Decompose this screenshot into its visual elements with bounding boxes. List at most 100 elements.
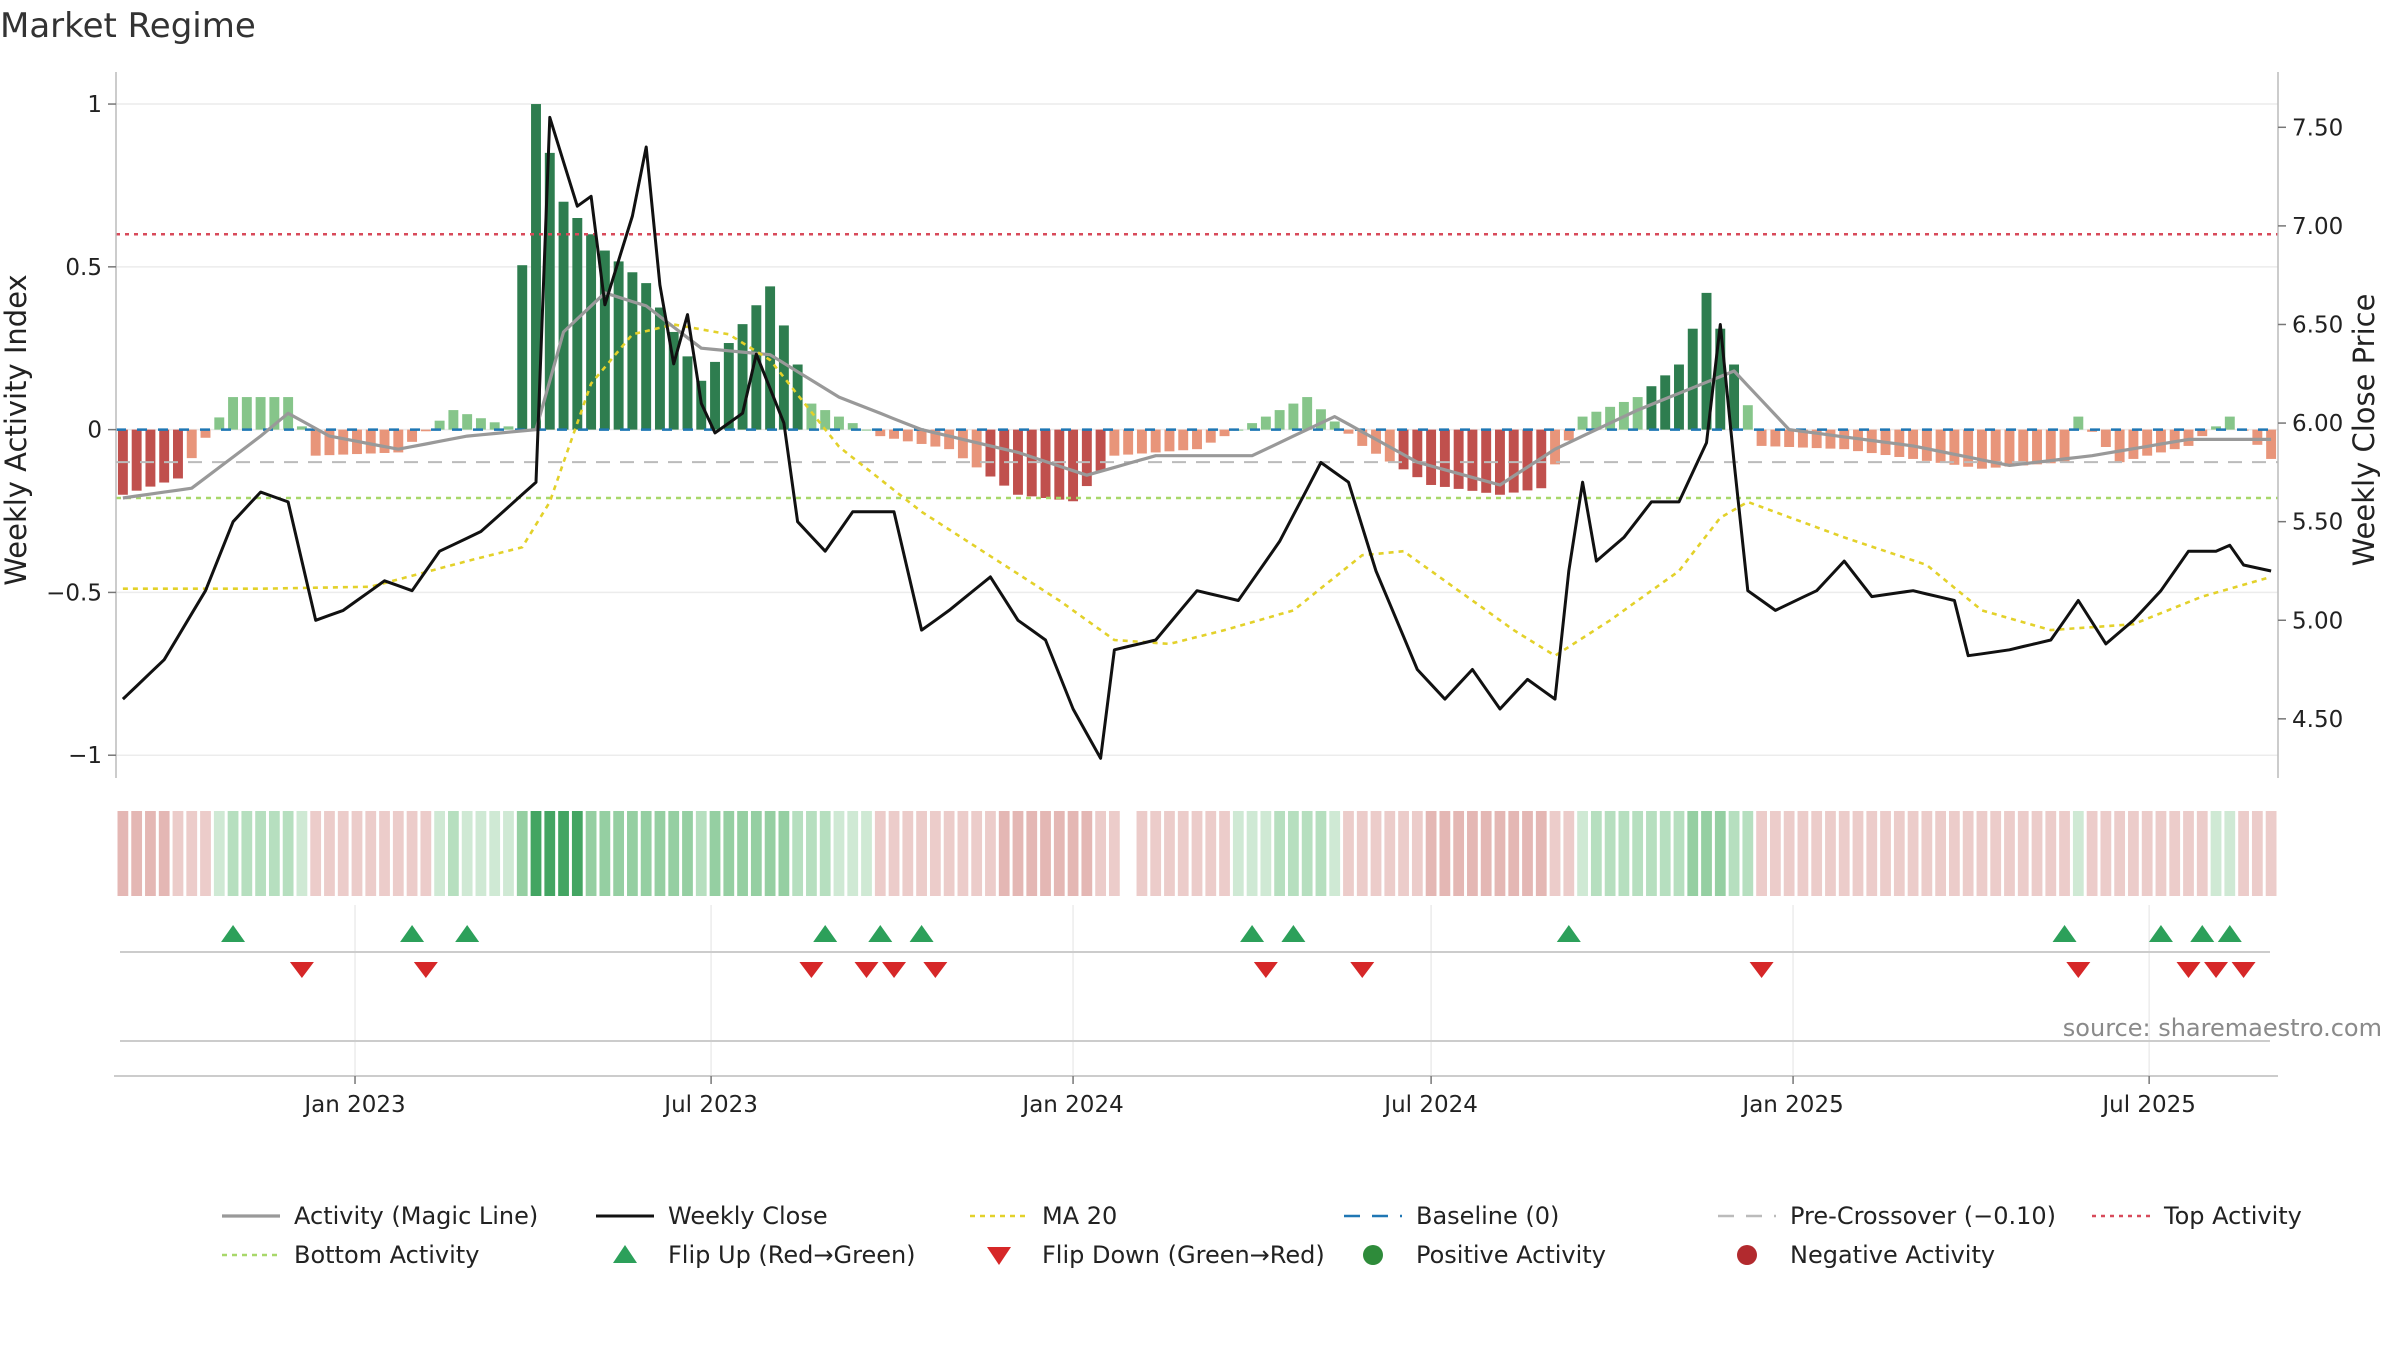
flip-down-marker [2204,962,2229,978]
reference-lines [116,233,2278,500]
regime-cell [1907,811,1919,896]
regime-cell [750,811,762,896]
regime-cell [1852,811,1864,896]
activity-bar [1343,429,1354,434]
regime-cell [1164,811,1175,896]
activity-bar [1205,429,1216,443]
right-tick-label: 4.50 [2292,707,2343,733]
regime-cell [1288,811,1299,896]
regime-cell [792,811,804,896]
regime-cell [117,811,129,896]
legend-swatch [987,1247,1011,1265]
activity-bar [957,429,968,459]
activity-bar [1632,397,1643,430]
activity-bar [296,426,307,430]
regime-cell [1343,811,1354,896]
activity-bar [2045,429,2056,464]
regime-cell [1714,811,1726,896]
regime-cell [819,811,831,896]
regime-cell [1467,811,1478,896]
activity-bar [1701,292,1712,430]
activity-bar [1825,429,1836,449]
activity-bar [1178,429,1189,451]
activity-bar [1109,429,1120,456]
regime-cell [1026,811,1038,896]
regime-cell [2045,811,2057,896]
right-tick-label: 6.50 [2292,312,2343,338]
activity-bar [407,429,418,442]
regime-cell [1549,811,1561,896]
activity-bar [1123,429,1134,455]
regime-cell [640,811,652,896]
regime-cell [434,811,445,896]
regime-cell [613,811,625,896]
regime-cell [255,811,266,896]
regime-cell [1260,811,1272,896]
legend-label: Weekly Close [668,1202,828,1230]
regime-cell [998,811,1010,896]
activity-bar [1742,405,1753,430]
activity-bar [1467,429,1478,491]
activity-bar [847,423,858,430]
regime-cell [2100,811,2112,896]
regime-cell [503,811,514,896]
date-tick-label: Jul 2023 [662,1092,758,1118]
activity-bar [228,397,239,430]
activity-bar [1040,429,1051,498]
flip-down-marker [854,962,879,978]
flip-down-marker [923,962,948,978]
activity-bar [1908,429,1919,459]
activity-bar [420,429,431,432]
series-lines [121,115,2272,760]
regime-cell [695,811,707,896]
regime-cell [1108,811,1120,896]
regime-cell [1356,811,1368,896]
activity-bar [517,265,528,430]
left-tick-label: −1 [68,743,102,769]
regime-cell [668,811,680,896]
flip-down-marker [2176,962,2201,978]
activity-bar [1136,429,1147,454]
activity-bar [2183,429,2194,446]
regime-cell [282,811,294,896]
regime-cell [1012,811,1024,896]
flip-up-marker [868,925,893,942]
regime-cell [971,811,983,896]
legend-item-top: Top Activity [2092,1202,2302,1230]
activity-bar [1811,429,1822,449]
activity-bar [503,426,514,430]
activity-bar [214,417,225,430]
legend-swatch [613,1245,637,1263]
activity-bar [255,397,266,430]
activity-bar [1935,429,1946,463]
activity-bar [2266,429,2277,459]
activity-bar [393,429,404,453]
flip-up-marker [2052,925,2077,942]
regime-cell [1838,811,1850,896]
regime-cell [2155,811,2167,896]
legend-label: Negative Activity [1790,1241,1995,1269]
regime-cell [1522,811,1533,896]
activity-bar [1605,406,1616,430]
regime-cell [158,811,170,896]
regime-cell [1411,811,1423,896]
regime-cell [943,811,955,896]
date-tick-label: Jan 2025 [1740,1092,1843,1118]
activity-bar [2155,429,2166,453]
legend-label: MA 20 [1042,1202,1117,1230]
regime-cell [1246,811,1258,896]
regime-cell [351,811,363,896]
activity-bar [1219,429,1230,437]
activity-bar [1412,429,1423,478]
activity-bar [1494,429,1505,495]
activity-bar [2252,429,2263,445]
regime-cell [585,811,597,896]
flip-up-marker [2217,925,2242,942]
regime-cell [1646,811,1657,896]
activity-bar [1302,397,1313,430]
regime-cell [1508,811,1520,896]
regime-cell [1673,811,1685,896]
activity-bar [2073,416,2084,430]
left-tick-label: 0.5 [65,255,102,281]
